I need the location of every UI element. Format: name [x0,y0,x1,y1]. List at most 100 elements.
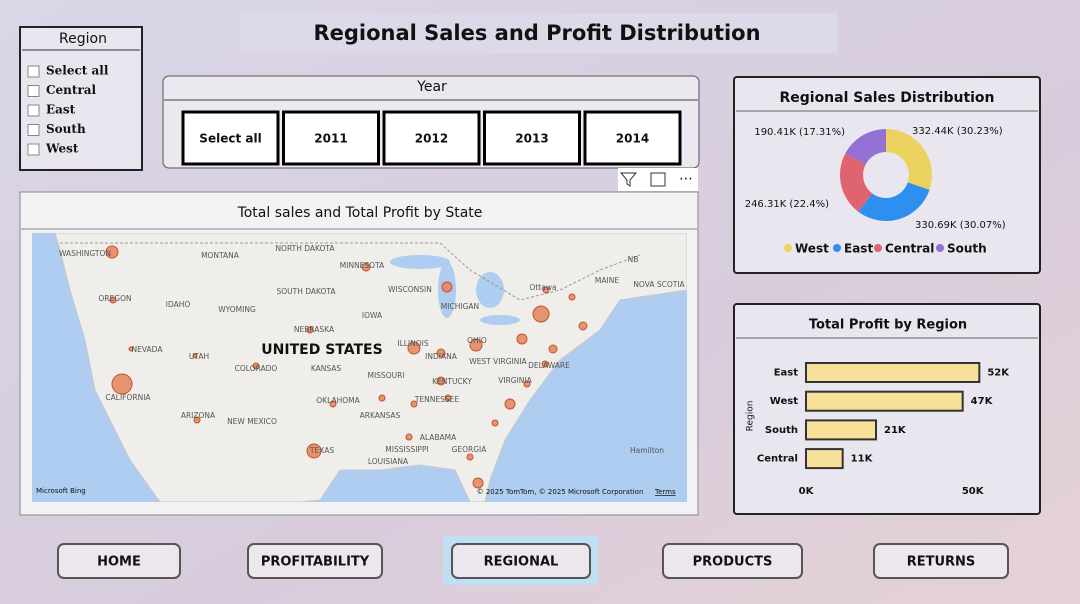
checkbox[interactable] [27,124,40,136]
map-bubble [491,419,499,427]
legend-swatch [936,244,944,252]
bar[interactable] [805,419,877,441]
donut-slice[interactable] [886,129,933,190]
map-bubble [504,398,516,410]
map-label: MINNESOTA [340,261,385,270]
map-bubble [523,380,531,388]
map-label: ALABAMA [420,433,457,442]
year-label[interactable]: Select all [199,132,261,146]
map-label: Hamilton [630,446,664,455]
checkbox[interactable] [27,65,40,78]
x-tick-label: 0K [799,486,815,497]
region-slicer: Region Select all Central East South West [19,26,143,171]
slicer-title: Region [59,31,107,47]
year-label[interactable]: 2012 [415,132,448,146]
map-label: COLORADO [235,364,278,373]
donut-visual: Regional Sales Distribution 332.44K (30.… [733,76,1041,274]
more-icon[interactable]: ⋯ [679,171,693,187]
y-tick-label: Central [757,454,798,465]
map-label: WISCONSIN [388,285,432,294]
slicer-option[interactable]: Select all [46,64,109,78]
map-bubble [444,394,452,402]
checkbox[interactable] [27,85,40,97]
year-button[interactable] [282,110,380,166]
map-title: Total sales and Total Profit by State [237,205,483,221]
chart-title: Regional Sales Distribution [779,90,994,106]
map-bubble [542,286,550,294]
nav-label[interactable]: PROFITABILITY [261,555,370,570]
map-bubble [306,443,322,459]
checkbox[interactable] [27,143,40,156]
legend-swatch [833,244,841,252]
nav-button[interactable] [662,543,803,579]
y-tick-label: South [765,425,798,436]
map-label: IOWA [362,311,383,320]
map-label: IDAHO [166,300,191,309]
bar[interactable] [805,390,964,412]
year-label[interactable]: 2014 [616,132,649,146]
map-attribution: © 2025 TomTom, © 2025 Microsoft Corporat… [477,488,644,496]
legend-label: East [844,242,873,256]
map-bubble [410,400,418,408]
nav-label[interactable]: REGIONAL [484,555,559,570]
map-label: UTAH [189,352,209,361]
map-bubble [306,326,314,334]
checkbox[interactable] [27,104,40,117]
year-button[interactable] [483,110,581,166]
page-title: Regional Sales and Profit Distribution [313,21,760,45]
slicer-option[interactable]: East [46,103,76,117]
data-label: 332.44K (30.23%) [912,126,1003,137]
chart-title: Total Profit by Region [809,318,967,333]
nav-label[interactable]: PRODUCTS [693,555,773,570]
slicer-card [19,26,143,171]
map-label: NEW MEXICO [227,417,277,426]
map-bubble [441,281,453,293]
nav-label[interactable]: HOME [97,555,141,570]
bar[interactable] [805,448,844,470]
slicer-option[interactable]: West [45,142,79,156]
nav-button[interactable] [247,543,383,579]
data-label: 52K [987,368,1010,379]
map-bubble [192,353,198,359]
lake [390,255,450,269]
year-button[interactable] [583,110,682,166]
map-visual: Total sales and Total Profit by State WA… [19,191,699,516]
year-button[interactable] [382,110,481,166]
map-bubble [193,416,201,424]
year-label[interactable]: 2011 [314,132,347,146]
map-label: KENTUCKY [432,377,472,386]
nav-button[interactable] [57,543,181,579]
year-label[interactable]: 2013 [515,132,548,146]
nav-button[interactable] [451,543,591,579]
map-bubble [568,293,576,301]
data-label: 330.69K (30.07%) [915,220,1006,231]
map-label: ARIZONA [181,411,216,420]
map-label: INDIANA [425,352,458,361]
nav-button[interactable] [873,543,1009,579]
map-bubble [578,321,588,331]
map-bubble [532,305,550,323]
map-bubble [472,477,484,489]
donut-slice[interactable] [845,129,886,165]
year-button[interactable] [181,110,280,166]
title-box [240,13,838,53]
slicer-option[interactable]: Central [46,83,97,97]
x-tick-label: 50K [962,486,985,497]
nav-label[interactable]: RETURNS [907,555,976,570]
filter-icon[interactable] [619,172,638,187]
map-bubble [466,453,474,461]
map-terms[interactable]: Terms [654,488,676,496]
map-bubble [111,373,133,395]
donut-slice[interactable] [858,182,930,222]
map-label: SOUTH DAKOTA [276,287,336,296]
bar[interactable] [805,362,981,383]
slicer-option[interactable]: South [46,122,86,136]
donut-slice[interactable] [840,153,873,212]
map-bubble [361,262,371,272]
map-label: NB [628,255,639,264]
map-country: UNITED STATES [261,342,382,358]
data-label: 11K [851,454,874,465]
map-label: OHIO [467,336,487,345]
map-label: DELAWARE [528,361,570,370]
focus-icon[interactable] [650,172,666,187]
